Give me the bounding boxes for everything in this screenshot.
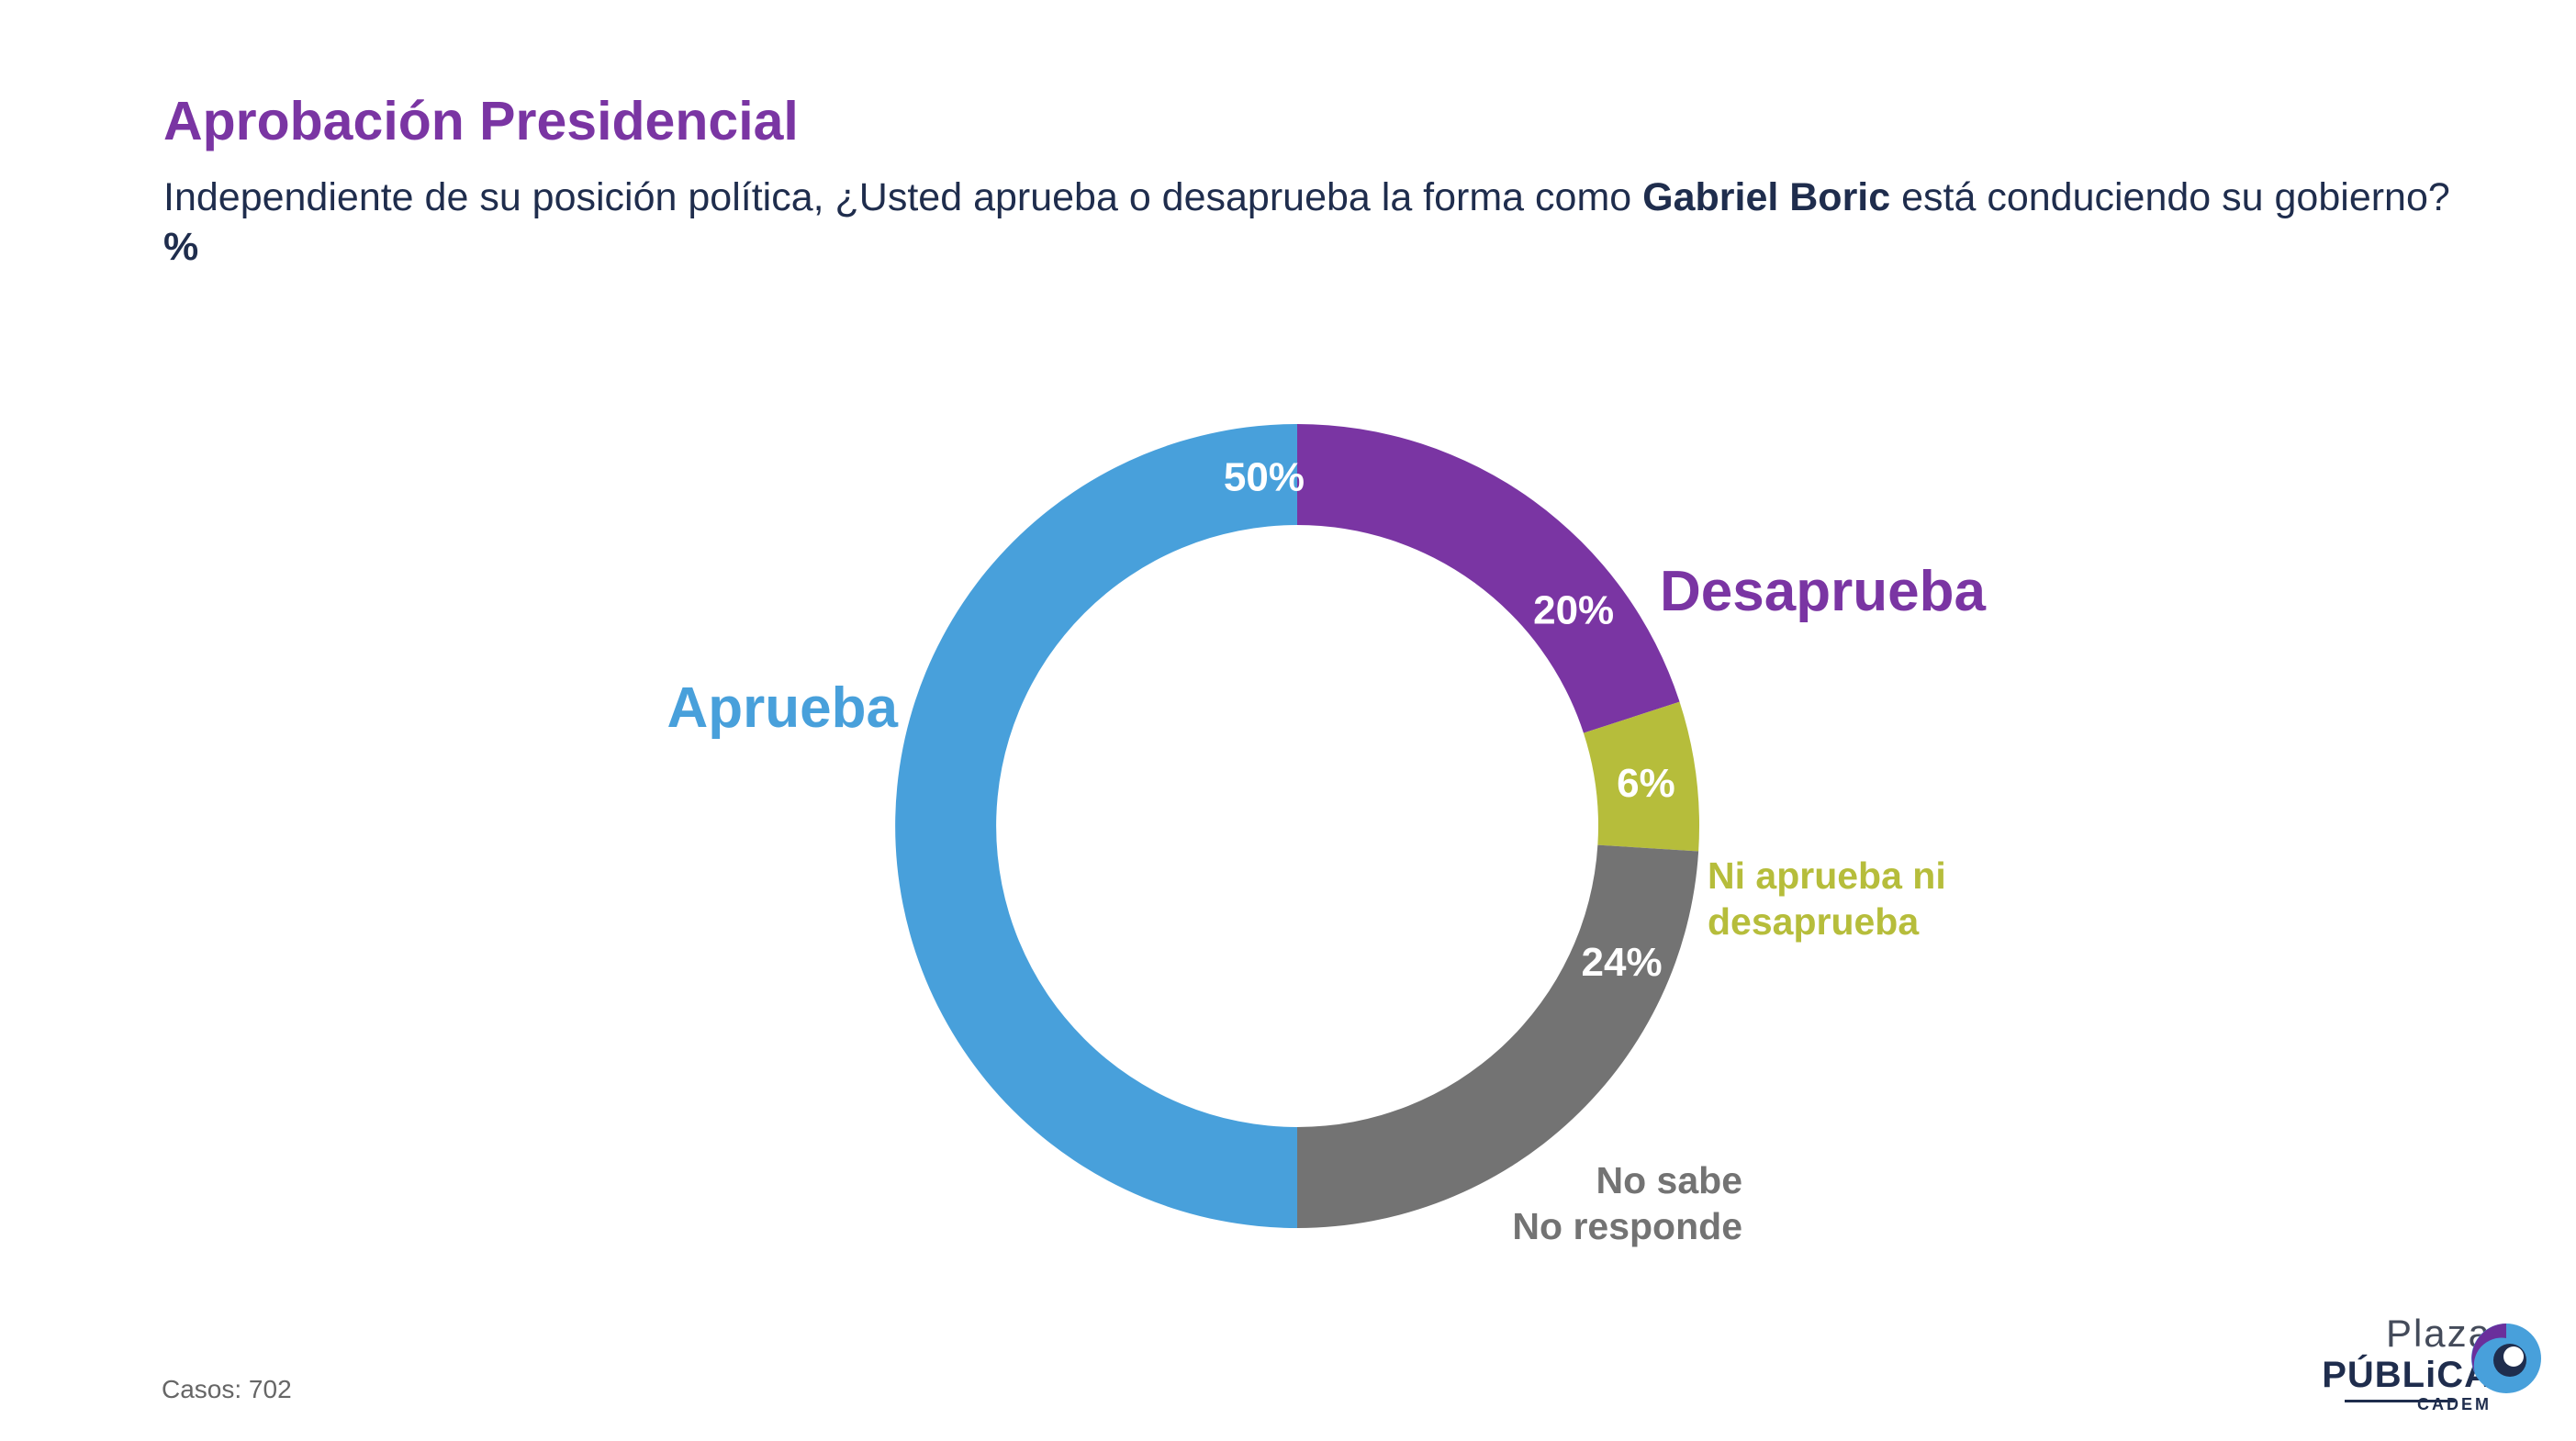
donut-slice-no-sabe-no-responde xyxy=(1297,844,1699,1228)
president-name: Gabriel Boric xyxy=(1642,175,1891,219)
chart-title: Aprobación Presidencial xyxy=(163,91,799,151)
plaza-publica-cadem-logo: Plaza PÚBLiCA CADEM xyxy=(2286,1313,2543,1413)
value-label-desaprueba: 20% xyxy=(1533,587,1614,632)
logo-underline xyxy=(2345,1400,2455,1402)
sample-size-note: Casos: 702 xyxy=(162,1375,292,1403)
logo-swirl-icon xyxy=(2471,1324,2541,1393)
logo-publica: PÚBLiCA xyxy=(2322,1355,2492,1395)
question-unit: % xyxy=(163,225,199,269)
value-label-aprueba: 50% xyxy=(1224,455,1305,500)
category-label-no-sabe-no-responde-line-2: No responde xyxy=(1512,1205,1742,1247)
category-label-ni-aprueba-ni-desaprueba-line-2: desaprueba xyxy=(1708,900,1920,943)
logo-plaza: Plaza xyxy=(2385,1312,2492,1355)
donut-slice-desaprueba xyxy=(1297,424,1680,733)
category-label-no-sabe-no-responde-line-1: No sabe xyxy=(1596,1159,1743,1201)
logo-cadem: CADEM xyxy=(2417,1395,2492,1413)
value-label-no-sabe-no-responde: 24% xyxy=(1582,940,1663,985)
chart-question: Independiente de su posición política, ¿… xyxy=(163,173,2458,272)
category-label-ni-aprueba-ni-desaprueba-line-1: Ni aprueba ni xyxy=(1708,855,1946,897)
question-text-end: está conduciendo su gobierno? xyxy=(1890,175,2450,219)
question-text-start: Independiente de su posición política, ¿… xyxy=(163,175,1643,219)
value-label-ni-aprueba-ni-desaprueba: 6% xyxy=(1617,761,1675,806)
category-label-desaprueba: Desaprueba xyxy=(1660,560,1986,623)
category-label-aprueba: Aprueba xyxy=(667,676,899,740)
logo-text: Plaza PÚBLiCA xyxy=(2322,1312,2492,1396)
donut-slice-ni-aprueba-ni-desaprueba xyxy=(1583,701,1699,852)
donut-slice-aprueba xyxy=(895,424,1297,1228)
